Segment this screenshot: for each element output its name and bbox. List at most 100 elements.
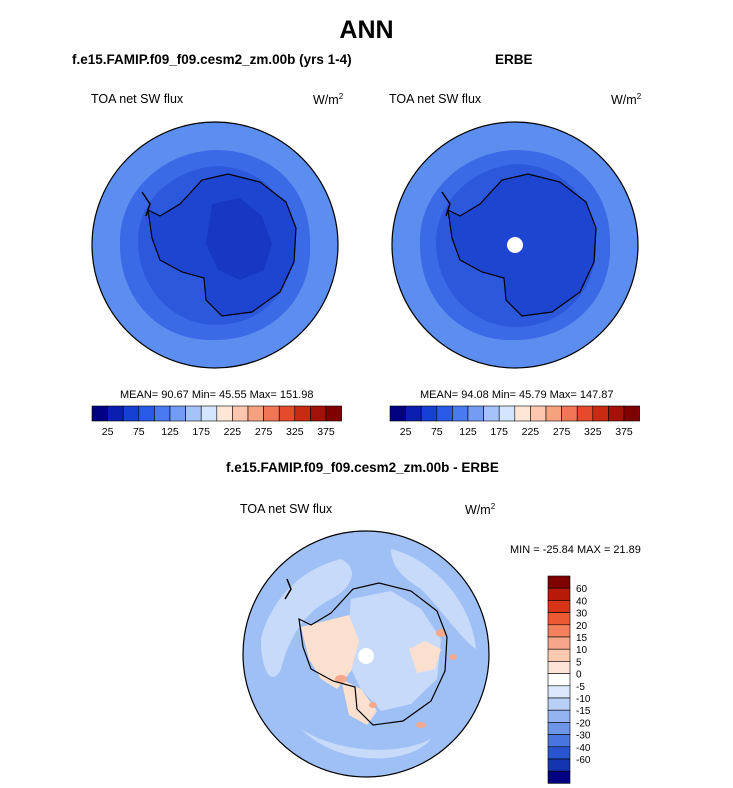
- colorbar-swatch: [547, 673, 571, 687]
- colorbar-label: 0: [576, 670, 582, 681]
- panel-1-stats: MEAN= 90.67 Min= 45.55 Max= 151.98: [120, 389, 314, 401]
- colorbar-label: -15: [576, 706, 591, 717]
- main-title: ANN: [339, 16, 394, 44]
- difference-title: f.e15.FAMIP.f09_f09.cesm2_zm.00b - ERBE: [226, 460, 499, 475]
- colorbar-swatch: [405, 405, 422, 422]
- colorbar-label: 325: [584, 426, 602, 438]
- colorbar-label: 375: [317, 426, 335, 438]
- colorbar-swatch: [310, 405, 327, 422]
- colorbar-swatch: [547, 685, 571, 699]
- colorbar-label: 125: [459, 426, 477, 438]
- colorbar-swatch: [547, 624, 571, 638]
- colorbar-swatch: [545, 405, 562, 422]
- panel-1-colorbar: 25 75 125 175 225 275 325 375: [91, 405, 342, 438]
- colorbar-label: 175: [192, 426, 210, 438]
- colorbar-label: -30: [576, 731, 591, 742]
- colorbar-label: -40: [576, 743, 591, 754]
- colorbar-swatch: [467, 405, 484, 422]
- colorbar-label: 30: [576, 609, 588, 620]
- difference-map: [242, 530, 490, 778]
- colorbar-label: 175: [490, 426, 508, 438]
- colorbar-swatch: [547, 722, 571, 735]
- colorbar-swatch: [547, 648, 571, 662]
- colorbar-swatch: [436, 405, 453, 422]
- colorbar-swatch: [232, 405, 249, 422]
- colorbar-swatch: [498, 405, 516, 422]
- colorbar-label: 375: [615, 426, 633, 438]
- colorbar-label: -20: [576, 718, 591, 729]
- colorbar-label: -10: [576, 694, 591, 705]
- panel-2-colorbar: 25 75 125 175 225 275 325 375: [389, 405, 640, 438]
- colorbar-swatch: [452, 405, 469, 422]
- colorbar-swatch: [420, 405, 438, 422]
- colorbar-swatch: [623, 405, 640, 422]
- panel-2-units: W/m2: [611, 92, 642, 108]
- colorbar-swatch: [154, 405, 171, 422]
- colorbar-swatch: [247, 405, 264, 422]
- difference-units: W/m2: [465, 502, 496, 518]
- colorbar-swatch: [547, 746, 571, 760]
- colorbar-swatch: [547, 636, 571, 650]
- colorbar-swatch: [325, 405, 342, 422]
- colorbar-swatch: [547, 575, 571, 589]
- colorbar-swatch: [547, 758, 571, 772]
- colorbar-swatch: [263, 405, 280, 422]
- difference-variable: TOA net SW flux: [240, 502, 333, 516]
- colorbar-label: 275: [553, 426, 571, 438]
- panel-2-variable: TOA net SW flux: [389, 92, 482, 106]
- colorbar-swatch: [107, 405, 124, 422]
- colorbar-swatch: [138, 405, 155, 422]
- panel-2-title: ERBE: [495, 52, 533, 67]
- colorbar-label: 10: [576, 645, 588, 656]
- colorbar-swatch: [122, 405, 140, 422]
- panel-1-units: W/m2: [313, 92, 344, 108]
- colorbar-swatch: [547, 587, 571, 601]
- colorbar-label: 20: [576, 621, 588, 632]
- colorbar-label: 25: [102, 426, 114, 438]
- colorbar-swatch: [185, 405, 202, 422]
- colorbar-swatch: [547, 661, 571, 674]
- panel-1-map: [91, 121, 339, 369]
- colorbar-label: 5: [576, 657, 582, 668]
- colorbar-label: -60: [576, 755, 591, 766]
- colorbar-swatch: [294, 405, 311, 422]
- colorbar-swatch: [592, 405, 609, 422]
- colorbar-swatch: [547, 734, 571, 748]
- colorbar-swatch: [200, 405, 218, 422]
- colorbar-swatch: [547, 612, 571, 626]
- colorbar-label: 275: [255, 426, 273, 438]
- colorbar-swatch: [608, 405, 625, 422]
- colorbar-swatch: [216, 405, 233, 422]
- colorbar-label: 225: [224, 426, 242, 438]
- colorbar-swatch: [169, 405, 186, 422]
- colorbar-swatch: [576, 405, 594, 422]
- colorbar-swatch: [514, 405, 531, 422]
- colorbar-swatch: [389, 405, 406, 422]
- colorbar-label: 40: [576, 596, 588, 607]
- colorbar-label: 60: [576, 584, 588, 595]
- colorbar-swatch: [547, 600, 571, 613]
- panel-1-variable: TOA net SW flux: [91, 92, 184, 106]
- colorbar-swatch: [547, 709, 571, 723]
- colorbar-swatch: [91, 405, 108, 422]
- colorbar-swatch: [530, 405, 547, 422]
- colorbar-swatch: [278, 405, 296, 422]
- panel-2-stats: MEAN= 94.08 Min= 45.79 Max= 147.87: [420, 389, 614, 401]
- pole-hole: [507, 237, 523, 253]
- colorbar-label: 25: [400, 426, 412, 438]
- difference-pole-hole: [358, 648, 374, 664]
- colorbar-label: 15: [576, 633, 588, 644]
- colorbar-label: 225: [522, 426, 540, 438]
- colorbar-swatch: [483, 405, 500, 422]
- panel-1-title: f.e15.FAMIP.f09_f09.cesm2_zm.00b (yrs 1-…: [72, 52, 352, 67]
- colorbar-swatch: [547, 697, 571, 711]
- colorbar-label: 325: [286, 426, 304, 438]
- colorbar-label: -5: [576, 682, 585, 693]
- difference-stats: MIN = -25.84 MAX = 21.89: [510, 544, 641, 556]
- colorbar-label: 125: [161, 426, 179, 438]
- colorbar-swatch: [547, 770, 571, 784]
- panel-2-map: [391, 121, 639, 369]
- colorbar-label: 75: [133, 426, 145, 438]
- colorbar-swatch: [561, 405, 578, 422]
